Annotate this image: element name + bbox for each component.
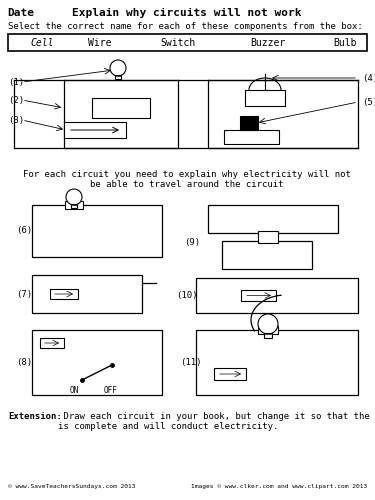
Text: Explain why circuits will not work: Explain why circuits will not work	[72, 8, 302, 18]
Bar	[258, 326, 278, 334]
Text: Date: Date	[7, 8, 34, 18]
Text: (2): (2)	[8, 96, 24, 104]
Bar	[264, 333, 272, 338]
Bar	[115, 75, 122, 79]
Text: Select the correct name for each of these components from the box:: Select the correct name for each of thes…	[8, 22, 363, 31]
Text: (8): (8)	[16, 358, 32, 367]
Bar	[224, 130, 279, 144]
Bar	[8, 34, 367, 51]
Bar	[196, 330, 358, 395]
Text: (4): (4)	[362, 74, 375, 82]
Bar	[214, 368, 246, 380]
Bar	[196, 278, 358, 313]
Text: Draw each circuit in your book, but change it so that the circuit
is complete an: Draw each circuit in your book, but chan…	[58, 412, 375, 432]
Bar	[208, 205, 338, 233]
Bar	[92, 98, 150, 118]
Bar	[240, 116, 258, 130]
Circle shape	[110, 60, 126, 76]
Text: For each circuit you need to explain why electricity will not: For each circuit you need to explain why…	[23, 170, 351, 179]
Text: (7): (7)	[16, 290, 32, 298]
Text: (10): (10)	[176, 291, 198, 300]
Text: ON: ON	[70, 386, 79, 395]
Text: Wire: Wire	[88, 38, 112, 48]
Text: be able to travel around the circuit: be able to travel around the circuit	[90, 180, 284, 189]
Text: OFF: OFF	[104, 386, 118, 395]
Bar	[32, 330, 162, 395]
Text: Bulb: Bulb	[333, 38, 357, 48]
Text: (5): (5)	[362, 98, 375, 106]
Text: © www.SaveTeachersSundays.com 2013: © www.SaveTeachersSundays.com 2013	[8, 484, 135, 489]
Text: (1): (1)	[8, 78, 24, 86]
Bar	[241, 290, 276, 301]
Text: (6): (6)	[16, 226, 32, 235]
Bar	[32, 205, 162, 257]
Text: Switch: Switch	[160, 38, 196, 48]
Bar	[50, 289, 78, 299]
Bar	[32, 275, 142, 313]
Bar	[245, 90, 285, 106]
Bar	[64, 122, 126, 138]
Text: Images © www.clker.com and www.clipart.com 2013: Images © www.clker.com and www.clipart.c…	[191, 484, 367, 489]
Text: (3): (3)	[8, 116, 24, 124]
Bar	[65, 201, 83, 209]
Circle shape	[66, 189, 82, 205]
Text: Extension:: Extension:	[8, 412, 62, 421]
Bar	[70, 204, 77, 208]
Text: Cell: Cell	[30, 38, 54, 48]
Text: Buzzer: Buzzer	[251, 38, 286, 48]
Text: (9): (9)	[184, 238, 200, 248]
Circle shape	[258, 314, 278, 334]
Text: (11): (11)	[180, 358, 201, 367]
Bar	[40, 338, 64, 348]
Bar	[222, 241, 312, 269]
Bar	[258, 231, 278, 243]
